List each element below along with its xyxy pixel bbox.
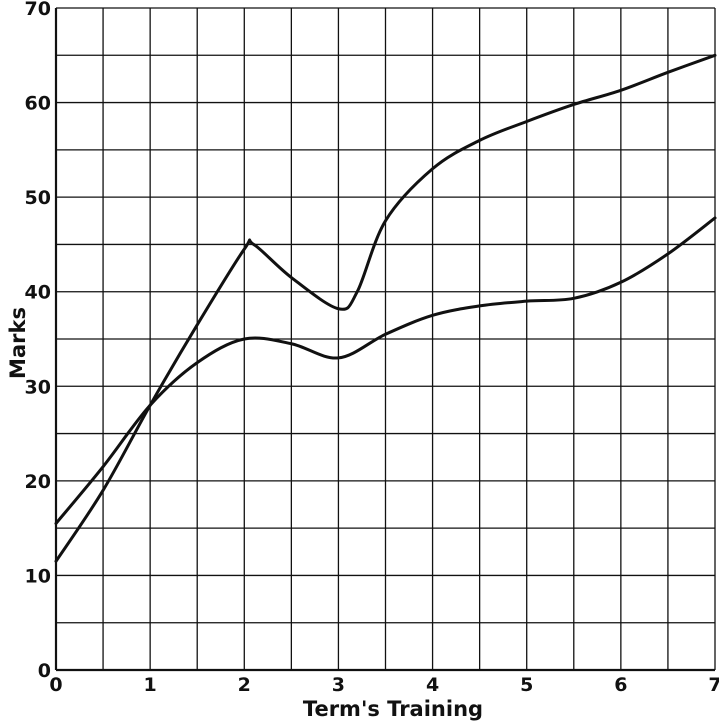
series-line-2 <box>54 216 717 525</box>
y-tick-label: 60 <box>25 93 51 115</box>
series-group <box>54 53 717 563</box>
y-tick-label: 0 <box>38 660 51 682</box>
x-tick-label: 0 <box>49 674 62 696</box>
y-tick-label: 30 <box>25 376 51 398</box>
x-tick-label: 2 <box>238 674 251 696</box>
y-axis-label: Marks <box>6 307 30 379</box>
x-tick-label: 3 <box>332 674 345 696</box>
y-tick-label: 70 <box>25 0 51 20</box>
y-tick-label: 50 <box>25 187 51 209</box>
x-tick-label: 4 <box>426 674 439 696</box>
x-axis-label: Term's Training <box>303 697 483 721</box>
y-tick-label: 20 <box>25 471 51 493</box>
y-tick-label: 10 <box>25 565 51 587</box>
x-tick-label: 1 <box>144 674 157 696</box>
grid <box>54 7 716 672</box>
x-tick-label: 5 <box>520 674 533 696</box>
x-tick-label: 6 <box>614 674 627 696</box>
y-tick-label: 40 <box>25 282 51 304</box>
x-tick-label: 7 <box>708 674 719 696</box>
series-line-1 <box>54 53 717 563</box>
